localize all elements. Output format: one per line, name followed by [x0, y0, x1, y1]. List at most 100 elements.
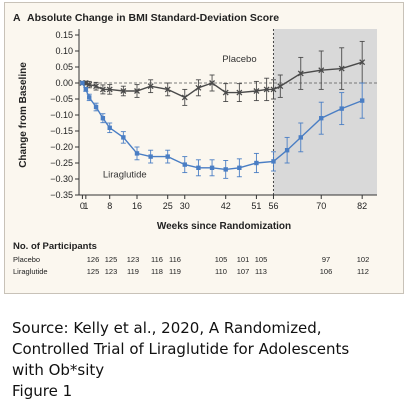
placebo-point — [99, 86, 106, 93]
liraglutide-point — [359, 98, 365, 103]
placebo-point — [359, 59, 366, 66]
panel-letter: A — [13, 12, 21, 24]
liraglutide-series — [80, 80, 365, 179]
placebo-point — [318, 67, 325, 74]
liraglutide-point — [83, 87, 89, 92]
liraglutide-point — [271, 159, 276, 164]
placebo-point — [263, 86, 270, 93]
figure-caption: Source: Kelly et al., 2020, A Randomized… — [12, 318, 404, 402]
participants-row-label: Liraglutide — [13, 267, 48, 276]
participants-count: 101 — [237, 255, 250, 264]
caption-line-4: Figure 1 — [12, 382, 73, 400]
placebo-point — [106, 86, 113, 93]
participants-count: 102 — [357, 255, 370, 264]
participants-count: 110 — [215, 267, 227, 276]
shaded-region — [273, 29, 377, 195]
y-tick-label: −0.25 — [50, 158, 73, 168]
placebo-point — [270, 86, 277, 93]
liraglutide-series-label: Liraglutide — [103, 169, 147, 180]
liraglutide-point — [298, 135, 303, 140]
y-tick-label: 0.15 — [55, 30, 73, 40]
participants-count: 116 — [151, 255, 163, 264]
y-tick-label: −0.10 — [50, 110, 73, 120]
y-tick-label: −0.05 — [50, 94, 73, 104]
participants-count: 105 — [255, 255, 268, 264]
participants-count: 107 — [237, 267, 250, 276]
y-tick-label: 0.10 — [55, 46, 73, 56]
liraglutide-point — [134, 151, 140, 156]
placebo-point — [164, 86, 171, 93]
liraglutide-point — [339, 106, 344, 111]
placebo-point — [253, 88, 260, 94]
liraglutide-point — [284, 148, 290, 153]
placebo-point — [134, 88, 140, 94]
participants-count: 112 — [357, 267, 369, 276]
participants-count: 97 — [322, 255, 330, 264]
participants-count: 116 — [169, 255, 181, 264]
y-tick-label: −0.20 — [50, 142, 73, 152]
y-tick-label: −0.15 — [50, 126, 73, 136]
placebo-point — [297, 70, 304, 77]
liraglutide-point — [148, 154, 153, 159]
x-tick-label: 16 — [132, 201, 142, 211]
participants-count: 125 — [105, 255, 118, 264]
caption-line-1: Source: Kelly et al., 2020, A Randomized… — [12, 319, 322, 337]
participants-count: 123 — [105, 267, 118, 276]
chart-title: Absolute Change in BMI Standard-Deviatio… — [27, 12, 279, 24]
liraglutide-point — [209, 165, 215, 170]
participants-count: 113 — [255, 267, 267, 276]
x-tick-label: 51 — [251, 201, 261, 211]
y-tick-label: 0.00 — [55, 78, 73, 88]
liraglutide-point — [87, 95, 92, 100]
x-tick-label: 0 — [80, 201, 85, 211]
liraglutide-point — [237, 165, 242, 170]
participants-heading: No. of Participants — [13, 241, 97, 252]
placebo-series — [79, 40, 366, 106]
placebo-point — [338, 65, 345, 72]
figure-panel: A Absolute Change in BMI Standard-Deviati… — [4, 2, 404, 294]
placebo-point — [120, 88, 127, 94]
x-tick-label: 8 — [107, 201, 112, 211]
liraglutide-point — [254, 160, 259, 166]
liraglutide-line — [81, 82, 363, 171]
placebo-series-label: Placebo — [222, 54, 256, 65]
participants-count: 105 — [215, 255, 228, 264]
y-tick-label: −0.30 — [50, 174, 73, 184]
liraglutide-point — [121, 135, 126, 140]
participants-count: 119 — [127, 267, 139, 276]
liraglutide-point — [93, 104, 99, 110]
liraglutide-point — [100, 116, 106, 121]
liraglutide-point — [182, 162, 187, 167]
liraglutide-point — [165, 154, 170, 159]
placebo-point — [93, 83, 100, 90]
caption-line-2: Controlled Trial of Liraglutide for Adol… — [12, 340, 350, 358]
x-tick-label: 70 — [316, 201, 326, 211]
caption-line-3: with Ob*sity — [12, 361, 105, 379]
liraglutide-point — [107, 125, 112, 130]
placebo-point — [86, 81, 93, 88]
placebo-point — [181, 94, 188, 101]
participants-count: 125 — [87, 267, 100, 276]
x-tick-label: 56 — [268, 201, 278, 211]
x-tick-label: 42 — [221, 201, 231, 211]
placebo-point — [277, 83, 284, 90]
x-tick-label: 30 — [180, 201, 190, 211]
y-tick-label: 0.05 — [55, 62, 73, 72]
liraglutide-point — [319, 116, 324, 121]
participants-count: 123 — [127, 255, 140, 264]
x-tick-label: 25 — [163, 201, 173, 211]
participants-count: 118 — [151, 267, 163, 276]
x-tick-label: 1 — [83, 201, 88, 211]
participants-count: 119 — [169, 267, 181, 276]
liraglutide-point — [223, 167, 228, 172]
y-tick-label: −0.35 — [50, 190, 73, 200]
placebo-point — [147, 83, 154, 90]
bmi-change-chart: A Absolute Change in BMI Standard-Deviati… — [13, 12, 377, 276]
y-axis-title: Change from Baseline — [18, 62, 29, 168]
liraglutide-point — [80, 80, 85, 86]
placebo-point — [209, 80, 216, 86]
x-axis-title: Weeks since Randomization — [157, 221, 291, 232]
x-tick-label: 82 — [357, 201, 367, 211]
participants-count: 126 — [87, 255, 100, 264]
participants-row-label: Placebo — [13, 255, 40, 264]
